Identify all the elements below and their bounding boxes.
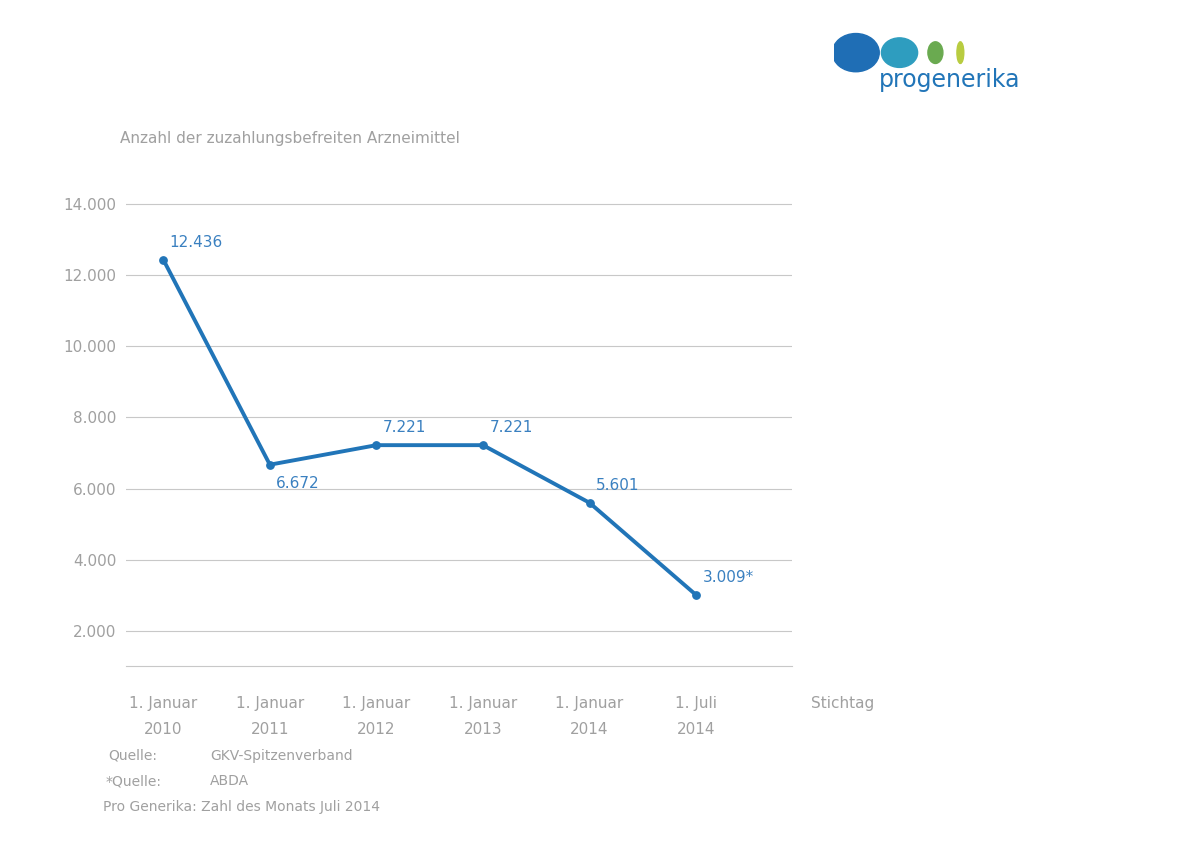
Text: 7.221: 7.221 [490,420,533,436]
Point [367,438,386,452]
Circle shape [882,38,918,67]
Point [260,458,280,471]
Text: 2011: 2011 [251,722,289,737]
Text: 5.601: 5.601 [596,478,640,492]
Text: GKV-Spitzenverband: GKV-Spitzenverband [210,749,353,763]
Point [686,588,706,602]
Text: 2013: 2013 [463,722,503,737]
Text: Anzahl der zuzahlungsbefreiten Arzneimittel: Anzahl der zuzahlungsbefreiten Arzneimit… [120,131,460,146]
Text: 2014: 2014 [677,722,715,737]
Text: 7.221: 7.221 [383,420,426,436]
Text: progenerika: progenerika [880,68,1021,93]
Ellipse shape [956,42,964,64]
Text: 12.436: 12.436 [169,234,223,250]
Text: 1. Januar: 1. Januar [130,696,198,711]
Text: 2010: 2010 [144,722,182,737]
Text: 1. Januar: 1. Januar [449,696,517,711]
Point [580,496,599,509]
Text: 6.672: 6.672 [276,475,320,491]
Text: ABDA: ABDA [210,774,250,789]
Ellipse shape [928,42,943,64]
Point [154,253,173,267]
Text: Pro Generika: Zahl des Monats Juli 2014: Pro Generika: Zahl des Monats Juli 2014 [103,800,380,814]
Text: 1. Januar: 1. Januar [342,696,410,711]
Text: Stichtag: Stichtag [811,696,874,711]
Text: *Quelle:: *Quelle: [106,774,162,789]
Point [473,438,492,452]
Text: 2014: 2014 [570,722,608,737]
Text: Quelle:: Quelle: [108,749,157,763]
Circle shape [833,34,880,72]
Text: 1. Januar: 1. Januar [556,696,624,711]
Text: 3.009*: 3.009* [702,570,754,585]
Text: 2012: 2012 [358,722,396,737]
Text: 1. Januar: 1. Januar [235,696,304,711]
Text: 1. Juli: 1. Juli [676,696,718,711]
